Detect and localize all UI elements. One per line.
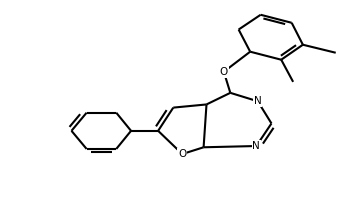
Text: N: N: [252, 141, 260, 151]
Text: N: N: [254, 96, 262, 106]
Text: O: O: [220, 67, 228, 77]
Text: O: O: [178, 149, 186, 159]
